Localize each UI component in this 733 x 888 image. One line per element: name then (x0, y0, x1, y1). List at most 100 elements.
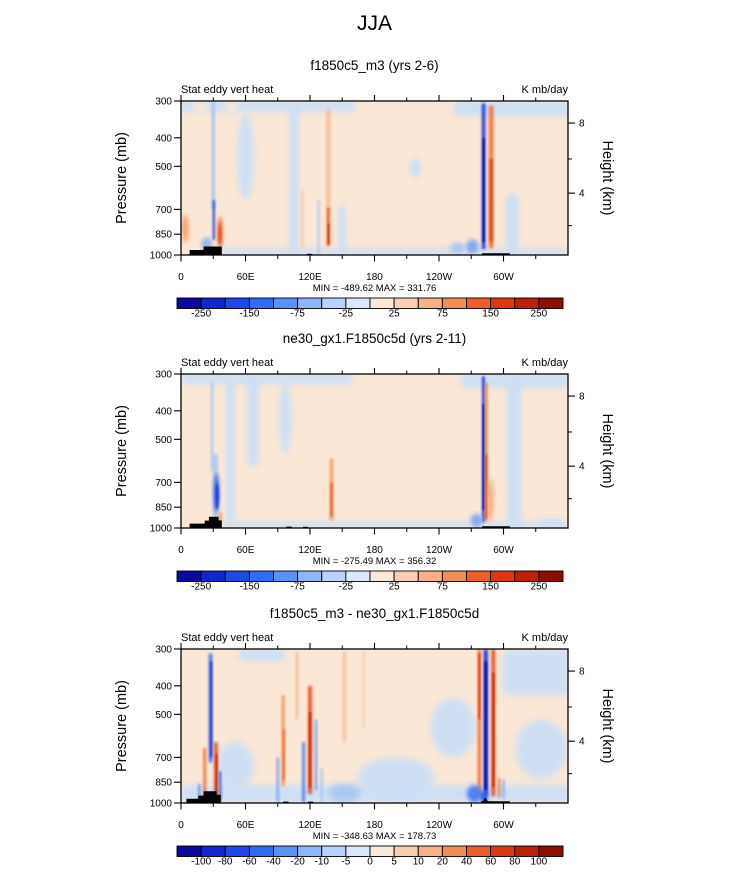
pressure-tick-label: 400 (155, 406, 172, 417)
colorbar-tick-label: -150 (239, 582, 259, 593)
colorbar-tick-label: -60 (242, 857, 257, 868)
lon-tick-label: 120W (426, 820, 453, 831)
lon-tick-label: 180 (366, 545, 383, 556)
lon-tick-label: 180 (366, 820, 383, 831)
colorbar-tick-label: -75 (290, 309, 305, 320)
min-max-label: MIN = -348.63 MAX = 178.73 (313, 831, 437, 842)
lon-tick-label: 120W (426, 545, 453, 556)
axis-ticks-and-labels: 0 60E 120E 180 120W 60W 300 400 500 700 850 1000 8 4 (150, 368, 585, 556)
pressure-tick-label: 400 (155, 681, 172, 692)
colorbar-tick-label: -75 (290, 582, 305, 593)
units-label: K mb/day (521, 84, 568, 96)
pressure-tick-label: 300 (155, 370, 172, 381)
colorbar-tick-label: -80 (218, 857, 233, 868)
plot-svg-panel-1: 0 60E 120E 180 120W 60W 300 400 500 700 850 1000 8 4 M… (150, 95, 585, 320)
colorbar-tick-label: -25 (339, 309, 354, 320)
plot-svg-panel-2: 0 60E 120E 180 120W 60W 300 400 500 700 850 1000 8 4 M… (150, 368, 585, 593)
lon-tick-label: 60W (493, 820, 514, 831)
colorbar-tick-label: 25 (389, 582, 401, 593)
colorbar-tick-label: 150 (482, 309, 499, 320)
colorbar-tick-label: 25 (389, 309, 401, 320)
lon-tick-label: 60E (237, 820, 255, 831)
panel-f1850c5-m3: f1850c5_m3 (yrs 2-6) Stat eddy vert heat… (0, 51, 733, 321)
lon-tick-label: 0 (178, 545, 184, 556)
colorbar-tick-label: -25 (339, 582, 354, 593)
height-tick-label: 8 (579, 392, 585, 403)
field-label: Stat eddy vert heat (181, 357, 274, 369)
colorbar-tick-label: -10 (315, 857, 330, 868)
pressure-tick-label: 500 (155, 162, 172, 173)
pressure-tick-label: 850 (155, 230, 172, 241)
colorbar-tick-label: -250 (191, 582, 211, 593)
colorbar: -250 -150 -75 -25 25 75 150 250 (176, 570, 564, 593)
lon-tick-label: 60W (493, 545, 514, 556)
colorbar-tick-label: -100 (191, 857, 211, 868)
pressure-tick-label: 500 (155, 435, 172, 446)
pressure-tick-label: 850 (155, 503, 172, 514)
height-tick-label: 4 (579, 737, 585, 748)
colorbar-tick-label: -150 (239, 309, 259, 320)
topography-mask (186, 791, 221, 803)
axis-ticks-and-labels: 0 60E 120E 180 120W 60W 300 400 500 700 850 1000 8 4 (150, 643, 585, 831)
colorbar-tick-label: 100 (531, 857, 548, 868)
colorbar: -100 -80 -60 -40 -20 -10 -5 0 5 10 20 40 60 80 100 (176, 845, 564, 868)
lon-tick-label: 180 (366, 272, 383, 283)
lon-tick-label: 60E (237, 545, 255, 556)
lon-tick-label: 0 (178, 820, 184, 831)
colorbar-tick-label: 75 (437, 582, 449, 593)
min-max-label: MIN = -489.62 MAX = 331.76 (313, 283, 437, 294)
units-label: K mb/day (521, 357, 568, 369)
lon-tick-label: 120E (298, 272, 322, 283)
pressure-tick-label: 400 (155, 133, 172, 144)
pressure-tick-label: 1000 (150, 524, 173, 535)
lon-tick-label: 60E (237, 272, 255, 283)
pressure-tick-label: 1000 (150, 251, 173, 262)
field-rendering (181, 374, 568, 528)
lon-tick-label: 120W (426, 272, 453, 283)
colorbar-tick-label: 80 (509, 857, 521, 868)
pressure-tick-label: 850 (155, 778, 172, 789)
colorbar-tick-label: 5 (391, 857, 397, 868)
field-label: Stat eddy vert heat (181, 84, 274, 96)
panel-difference: f1850c5_m3 - ne30_gx1.F1850c5d Stat eddy… (0, 599, 733, 869)
field-label: Stat eddy vert heat (181, 632, 274, 644)
panel-title: f1850c5_m3 - ne30_gx1.F1850c5d (269, 606, 480, 621)
field-rendering (181, 649, 568, 803)
colorbar-tick-label: -5 (341, 857, 350, 868)
height-tick-label: 8 (579, 667, 585, 678)
height-tick-label: 4 (579, 462, 585, 473)
units-label: K mb/day (521, 632, 568, 644)
colorbar-tick-label: 250 (531, 582, 548, 593)
plot-svg-panel-3: 0 60E 120E 180 120W 60W300400500700850100084M… (150, 643, 585, 868)
pressure-tick-label: 300 (155, 645, 172, 656)
colorbar-tick-label: 40 (461, 857, 473, 868)
colorbar-tick-label: -250 (191, 309, 211, 320)
topography-mask (483, 797, 488, 802)
colorbar-tick-label: 10 (413, 857, 425, 868)
colorbar-tick-label: 150 (482, 582, 499, 593)
colorbar-tick-label: -40 (266, 857, 281, 868)
pressure-tick-label: 500 (155, 710, 172, 721)
topography-mask (189, 246, 222, 255)
colorbar-tick-label: 60 (485, 857, 497, 868)
panel-ne30-gx1-f1850c5d: ne30_gx1.F1850c5d (yrs 2-11) Stat eddy v… (0, 324, 733, 594)
panel-title: ne30_gx1.F1850c5d (yrs 2-11) (282, 331, 467, 346)
axis-ticks-and-labels: 0 60E 120E 180 120W 60W 300 400 500 700 850 1000 8 4 (150, 95, 585, 283)
field-rendering (181, 101, 568, 255)
pressure-tick-label: 300 (155, 97, 172, 108)
panel-title: f1850c5_m3 (yrs 2-6) (310, 58, 439, 73)
min-max-label: MIN = -275.49 MAX = 356.32 (313, 556, 437, 567)
pressure-tick-label: 700 (155, 205, 172, 216)
colorbar-tick-label: 250 (531, 309, 548, 320)
colorbar-tick-label: 0 (367, 857, 373, 868)
main-title: JJA (356, 12, 392, 35)
lon-tick-label: 0 (178, 272, 184, 283)
lon-tick-label: 120E (298, 545, 322, 556)
colorbar-tick-label: -20 (290, 857, 305, 868)
height-tick-label: 8 (579, 119, 585, 130)
colorbar: -250 -150 -75 -25 25 75 150 250 (176, 297, 564, 320)
pressure-tick-label: 700 (155, 478, 172, 489)
topography-mask (189, 516, 222, 528)
lon-tick-label: 60W (493, 272, 514, 283)
